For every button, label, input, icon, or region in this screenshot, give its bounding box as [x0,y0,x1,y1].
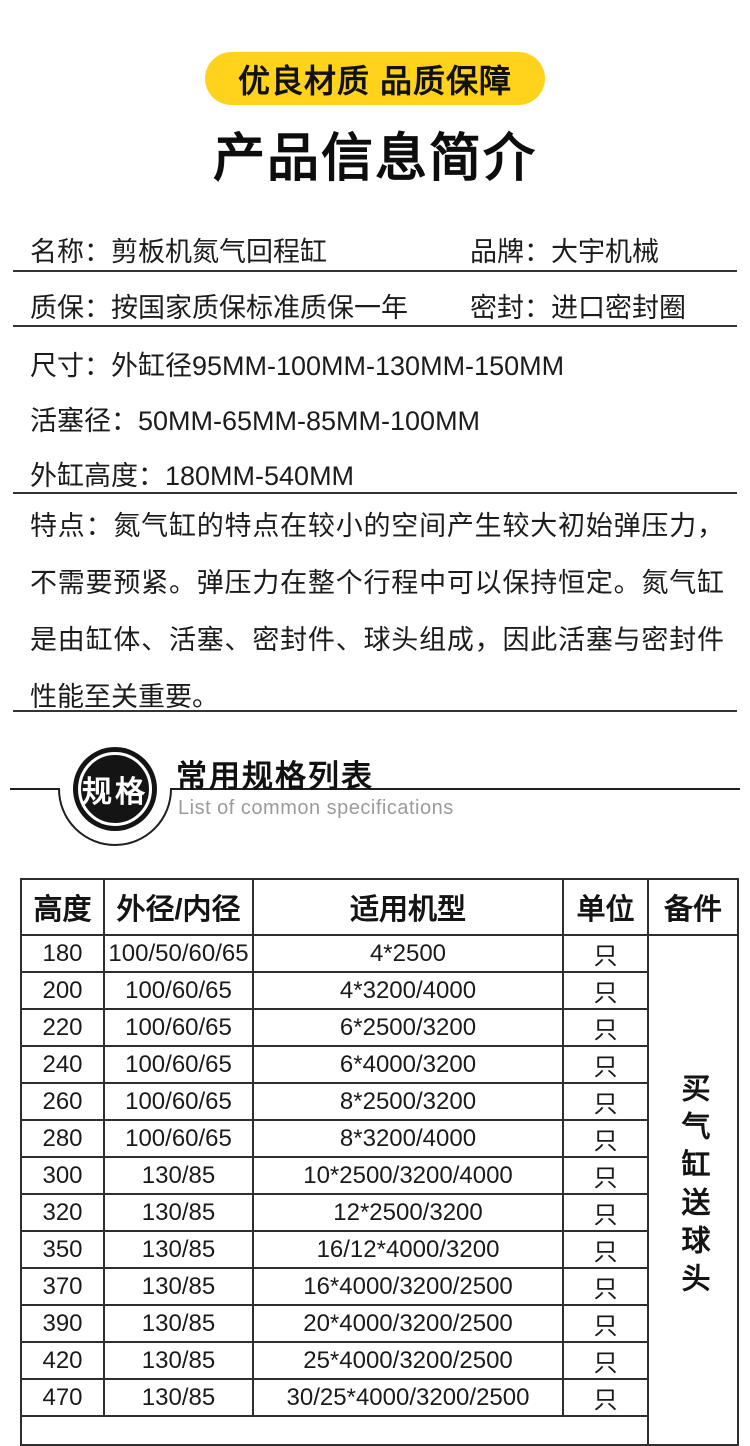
spec-circle-badge: 规格 [73,747,157,831]
spare-note-cell: 买气缸送球头 [647,934,739,1446]
spec-cell-unit: 只 [562,1267,649,1306]
divider [13,325,737,327]
spec-cell-height: 390 [20,1304,105,1343]
spec-cell-height: 320 [20,1193,105,1232]
spec-row: 240 100/60/65 6*4000/3200 只 [20,1045,738,1084]
spec-cell-od_id: 100/60/65 [103,1082,254,1121]
info-size: 尺寸：外缸径95MM-100MM-130MM-150MM [30,351,565,381]
spec-cell-height: 260 [20,1082,105,1121]
spec-row: 370 130/85 16*4000/3200/2500 只 [20,1267,738,1306]
spec-cell-unit: 只 [562,1341,649,1380]
spec-cell-od_id: 130/85 [103,1230,254,1269]
spec-row: 280 100/60/65 8*3200/4000 只 [20,1119,738,1158]
spec-cell-model: 4*3200/4000 [252,971,564,1010]
spec-cell-model: 25*4000/3200/2500 [252,1341,564,1380]
spec-header-row: 高度 外径/内径 适用机型 单位 备件 [20,878,739,936]
spec-cell-od_id: 130/85 [103,1193,254,1232]
spec-cell-model: 16*4000/3200/2500 [252,1267,564,1306]
spec-cell-unit: 只 [562,1008,649,1047]
spec-list-subtitle: List of common specifications [178,797,454,819]
spec-section-header: 规格 常用规格列表 List of common specifications [0,735,750,865]
spec-cell-od_id: 100/60/65 [103,1119,254,1158]
divider [13,710,737,712]
empty-cell [20,1415,649,1446]
spec-table-body: 180 100/50/60/65 4*2500 只买气缸送球头 200 100/60/65… [20,934,739,1446]
spec-cell-model: 20*4000/3200/2500 [252,1304,564,1343]
spec-cell-unit: 只 [562,1304,649,1343]
info-product-name: 名称：剪板机氮气回程缸 [30,237,327,267]
spec-cell-unit: 只 [562,1119,649,1158]
col-header-unit: 单位 [562,878,649,936]
info-brand: 品牌：大宇机械 [470,237,659,267]
spec-cell-model: 6*2500/3200 [252,1008,564,1047]
spec-row: 180 100/50/60/65 4*2500 只买气缸送球头 [20,934,739,1446]
spec-cell-unit: 只 [562,1045,649,1084]
spec-cell-od_id: 130/85 [103,1156,254,1195]
spec-cell-od_id: 130/85 [103,1378,254,1417]
divider [13,270,737,272]
spec-row: 420 130/85 25*4000/3200/2500 只 [20,1341,738,1380]
spec-cell-unit: 只 [562,971,649,1010]
spec-cell-unit: 只 [562,934,649,973]
spec-cell-unit: 只 [562,1082,649,1121]
spec-row: 350 130/85 16/12*4000/3200 只 [20,1230,738,1269]
spec-cell-height: 240 [20,1045,105,1084]
spec-row: 200 100/60/65 4*3200/4000 只 [20,971,738,1010]
spec-cell-model: 8*2500/3200 [252,1082,564,1121]
spec-row: 320 130/85 12*2500/3200 只 [20,1193,738,1232]
spec-cell-model: 16/12*4000/3200 [252,1230,564,1269]
page-title: 产品信息简介 [212,130,537,188]
spec-cell-od_id: 130/85 [103,1267,254,1306]
spec-cell-unit: 只 [562,1378,649,1417]
spec-cell-model: 10*2500/3200/4000 [252,1156,564,1195]
ribbon-line-icon [10,788,740,846]
spec-cell-model: 6*4000/3200 [252,1045,564,1084]
spec-cell-height: 350 [20,1230,105,1269]
col-header-height: 高度 [20,878,105,936]
spec-cell-height: 370 [20,1267,105,1306]
spec-cell-unit: 只 [562,1156,649,1195]
spec-row: 220 100/60/65 6*2500/3200 只 [20,1008,738,1047]
badge-ring-icon [78,752,152,826]
info-seal: 密封：进口密封圈 [470,293,686,323]
spec-cell-unit: 只 [562,1230,649,1269]
info-features: 特点：氮气缸的特点在较小的空间产生较大初始弹压力，不需要预紧。弹压力在整个行程中… [30,511,724,712]
spec-row-empty [20,1415,738,1446]
col-header-model: 适用机型 [252,878,564,936]
spec-cell-od_id: 100/60/65 [103,1045,254,1084]
spec-cell-od_id: 100/60/65 [103,1008,254,1047]
spec-list-title: 常用规格列表 [176,759,374,794]
quality-badge: 优良材质 品质保障 [205,52,545,105]
spec-cell-od_id: 100/50/60/65 [103,934,254,973]
spec-table: 高度 外径/内径 适用机型 单位 备件 180 100/50/60/65 4*250… [20,878,739,1446]
spec-row: 300 130/85 10*2500/3200/4000 只 [20,1156,738,1195]
spec-cell-model: 4*2500 [252,934,564,973]
spec-row: 470 130/85 30/25*4000/3200/2500 只 [20,1378,738,1417]
spec-cell-od_id: 100/60/65 [103,971,254,1010]
spec-cell-model: 12*2500/3200 [252,1193,564,1232]
spec-cell-height: 200 [20,971,105,1010]
info-cylinder-height: 外缸高度：180MM-540MM [30,461,355,491]
divider [13,492,737,494]
spec-row: 390 130/85 20*4000/3200/2500 只 [20,1304,738,1343]
spec-cell-model: 30/25*4000/3200/2500 [252,1378,564,1417]
info-warranty: 质保：按国家质保标准质保一年 [30,293,408,323]
info-piston: 活塞径：50MM-65MM-85MM-100MM [30,406,481,436]
col-header-diameter: 外径/内径 [103,878,254,936]
spec-cell-od_id: 130/85 [103,1341,254,1380]
spec-cell-height: 180 [20,934,105,973]
spec-cell-height: 420 [20,1341,105,1380]
spec-cell-model: 8*3200/4000 [252,1119,564,1158]
spec-cell-height: 300 [20,1156,105,1195]
spec-cell-height: 280 [20,1119,105,1158]
spec-cell-unit: 只 [562,1193,649,1232]
spec-cell-od_id: 130/85 [103,1304,254,1343]
spare-note-text: 买气缸送球头 [677,1072,709,1301]
spec-cell-height: 220 [20,1008,105,1047]
spec-cell-height: 470 [20,1378,105,1417]
col-header-spare: 备件 [647,878,739,936]
spec-row: 260 100/60/65 8*2500/3200 只 [20,1082,738,1121]
